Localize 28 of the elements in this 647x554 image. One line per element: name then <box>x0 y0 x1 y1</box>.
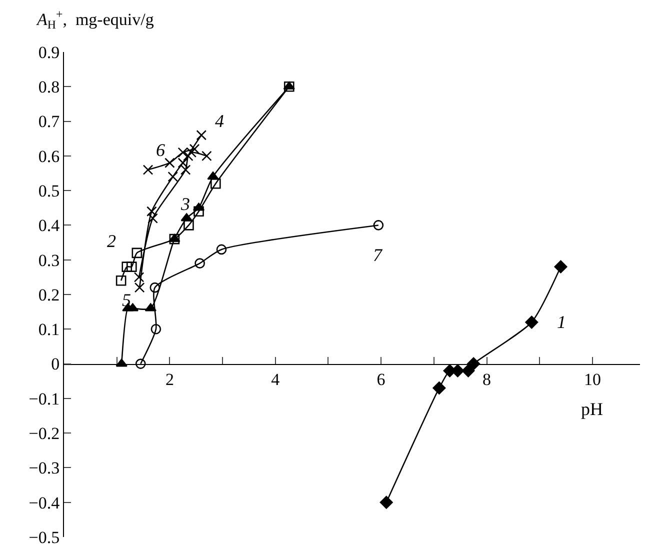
x-tick-label: 8 <box>482 370 491 390</box>
y-tick-label: 0.2 <box>38 285 60 304</box>
y-tick-label: 0.8 <box>38 78 60 97</box>
y-axis-title: A$_{H}$$^{+}$, mg-equiv/g <box>36 7 154 32</box>
y-tick-label: −0.2 <box>28 424 60 444</box>
y-tick-label: 0.6 <box>38 146 60 166</box>
series-label: 1 <box>557 312 566 332</box>
y-tick-label: 0.1 <box>38 320 60 340</box>
series-label: 2 <box>107 231 116 251</box>
series-label: 4 <box>215 111 224 131</box>
y-tick-label: 0.3 <box>38 250 60 270</box>
y-tick-label: −0.4 <box>28 493 60 512</box>
y-tick-label: −0.1 <box>28 389 60 408</box>
series-label: 6 <box>156 140 165 160</box>
y-tick-label: 0 <box>51 354 60 374</box>
x-tick-label: 6 <box>376 370 386 390</box>
x-tick-label: 2 <box>165 370 174 390</box>
y-tick-label: 0.5 <box>38 182 60 201</box>
y-tick-label: −0.5 <box>28 528 60 547</box>
x-axis-title: pH <box>581 399 603 419</box>
series-label: 7 <box>373 245 383 265</box>
y-tick-label: 0.7 <box>38 112 60 132</box>
x-tick-label: 4 <box>271 370 280 390</box>
y-tick-label: 0.9 <box>38 42 60 62</box>
series-label: 3 <box>180 194 190 214</box>
y-tick-label: 0.4 <box>38 216 60 236</box>
y-tick-label: −0.3 <box>28 458 60 478</box>
x-tick-label: 10 <box>584 370 601 390</box>
